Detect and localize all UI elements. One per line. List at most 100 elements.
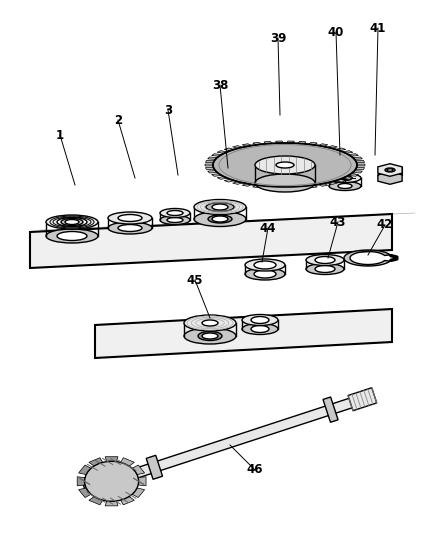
Ellipse shape — [244, 259, 284, 271]
Ellipse shape — [208, 215, 231, 223]
Polygon shape — [88, 497, 102, 505]
Polygon shape — [322, 397, 337, 422]
Polygon shape — [275, 187, 282, 189]
Ellipse shape — [244, 268, 284, 280]
Polygon shape — [78, 465, 91, 474]
Polygon shape — [138, 477, 146, 486]
Text: 42: 42 — [376, 219, 392, 231]
Text: 44: 44 — [259, 222, 276, 235]
Ellipse shape — [201, 320, 218, 326]
Polygon shape — [346, 154, 358, 157]
Ellipse shape — [340, 176, 348, 180]
Ellipse shape — [254, 174, 314, 192]
Ellipse shape — [337, 183, 351, 189]
Polygon shape — [377, 164, 401, 176]
Ellipse shape — [337, 175, 351, 181]
Polygon shape — [205, 167, 216, 169]
Polygon shape — [307, 142, 317, 146]
Polygon shape — [232, 146, 243, 149]
Ellipse shape — [46, 215, 98, 229]
Polygon shape — [105, 457, 118, 462]
Polygon shape — [205, 160, 216, 163]
Text: 39: 39 — [269, 31, 286, 44]
Ellipse shape — [386, 169, 392, 171]
Polygon shape — [325, 181, 337, 184]
Polygon shape — [207, 171, 219, 173]
Text: 40: 40 — [327, 26, 343, 38]
Polygon shape — [252, 142, 261, 146]
Ellipse shape — [305, 263, 343, 274]
Polygon shape — [347, 387, 376, 411]
Polygon shape — [30, 214, 391, 268]
Polygon shape — [242, 183, 252, 186]
Ellipse shape — [241, 324, 277, 335]
Polygon shape — [263, 185, 272, 189]
Ellipse shape — [108, 222, 152, 234]
Ellipse shape — [384, 168, 394, 172]
Ellipse shape — [118, 224, 141, 231]
Ellipse shape — [254, 270, 276, 278]
Polygon shape — [146, 455, 162, 479]
Polygon shape — [287, 187, 293, 189]
Polygon shape — [353, 167, 364, 169]
Ellipse shape — [305, 254, 343, 265]
Ellipse shape — [201, 333, 218, 339]
Ellipse shape — [251, 317, 268, 324]
Ellipse shape — [159, 215, 190, 224]
Polygon shape — [334, 148, 345, 151]
Polygon shape — [307, 184, 317, 188]
Polygon shape — [317, 144, 327, 147]
Polygon shape — [325, 146, 337, 149]
Ellipse shape — [57, 217, 87, 227]
Polygon shape — [78, 488, 91, 497]
Polygon shape — [297, 185, 305, 189]
Polygon shape — [217, 176, 228, 179]
Text: 46: 46 — [246, 464, 263, 477]
Polygon shape — [252, 184, 261, 188]
Polygon shape — [377, 172, 401, 184]
Ellipse shape — [205, 203, 233, 212]
Polygon shape — [346, 174, 358, 176]
Polygon shape — [120, 458, 134, 466]
Polygon shape — [232, 181, 243, 184]
Polygon shape — [353, 160, 364, 163]
Polygon shape — [95, 309, 391, 358]
Polygon shape — [350, 157, 361, 159]
Ellipse shape — [212, 204, 227, 210]
Ellipse shape — [314, 265, 334, 272]
Polygon shape — [217, 151, 228, 154]
Polygon shape — [205, 164, 215, 166]
Ellipse shape — [241, 314, 277, 326]
Ellipse shape — [254, 261, 276, 269]
Polygon shape — [275, 141, 282, 144]
Ellipse shape — [184, 328, 236, 344]
Polygon shape — [263, 141, 272, 144]
Polygon shape — [354, 164, 364, 166]
Polygon shape — [340, 176, 352, 179]
Ellipse shape — [61, 219, 83, 225]
Text: 1: 1 — [56, 128, 64, 141]
Polygon shape — [350, 171, 361, 173]
Ellipse shape — [65, 220, 79, 224]
Polygon shape — [207, 157, 219, 159]
Text: 45: 45 — [186, 273, 203, 287]
Ellipse shape — [254, 156, 314, 174]
Polygon shape — [120, 497, 134, 505]
Text: 2: 2 — [114, 114, 122, 126]
Ellipse shape — [276, 162, 293, 168]
Polygon shape — [83, 395, 361, 495]
Ellipse shape — [212, 216, 227, 222]
Polygon shape — [224, 148, 235, 151]
Polygon shape — [211, 174, 223, 176]
Ellipse shape — [166, 217, 183, 222]
Ellipse shape — [108, 212, 152, 224]
Text: 3: 3 — [163, 103, 172, 117]
Polygon shape — [105, 501, 118, 506]
Polygon shape — [334, 179, 345, 182]
Text: 41: 41 — [369, 21, 385, 35]
Ellipse shape — [85, 461, 138, 502]
Polygon shape — [343, 250, 389, 266]
Polygon shape — [132, 465, 144, 474]
Ellipse shape — [159, 208, 190, 217]
Polygon shape — [287, 141, 293, 144]
